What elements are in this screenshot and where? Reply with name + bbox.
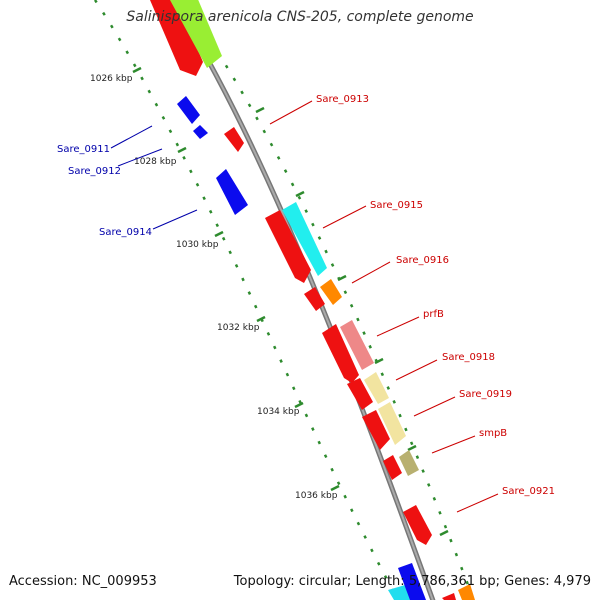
gene-bottom-blue[interactable] bbox=[398, 563, 426, 600]
gene-sare-0918[interactable] bbox=[364, 372, 389, 404]
gene-prfb[interactable] bbox=[340, 320, 374, 370]
inner-track-guide bbox=[93, 0, 400, 600]
label-sare-0914[interactable]: Sare_0914 bbox=[99, 227, 152, 238]
gene-bottom-orange[interactable] bbox=[458, 584, 475, 600]
genes-value: 4,979 bbox=[553, 574, 591, 589]
reverse-leaders bbox=[110, 125, 198, 230]
topology-value: circular bbox=[298, 574, 347, 589]
gene-top-red[interactable] bbox=[150, 0, 203, 76]
scale-label-1030: 1030 kbp bbox=[176, 240, 219, 250]
label-sare-0916[interactable]: Sare_0916 bbox=[396, 255, 449, 266]
scale-label-1036: 1036 kbp bbox=[295, 491, 338, 501]
label-sare-0915[interactable]: Sare_0915 bbox=[370, 200, 423, 211]
gene-smpb[interactable] bbox=[399, 450, 419, 476]
accession-label: Accession: bbox=[9, 574, 78, 589]
topology-label: Topology: bbox=[233, 574, 295, 589]
length-label: Length: bbox=[355, 574, 405, 589]
gene-sare-0913[interactable] bbox=[224, 127, 244, 152]
label-sare-0921[interactable]: Sare_0921 bbox=[502, 486, 555, 497]
label-prfb[interactable]: prfB bbox=[423, 309, 444, 320]
gene-sare-0911[interactable] bbox=[177, 96, 200, 124]
label-sare-0919[interactable]: Sare_0919 bbox=[459, 389, 512, 400]
label-smpb[interactable]: smpB bbox=[479, 428, 507, 439]
forward-leaders bbox=[269, 100, 499, 513]
accession-value: NC_009953 bbox=[81, 574, 157, 589]
gene-sare-0919-inner[interactable] bbox=[362, 410, 390, 450]
gene-sare-0918-inner[interactable] bbox=[347, 378, 373, 410]
gene-sare-0916-inner[interactable] bbox=[304, 287, 325, 311]
gene-bottom-red[interactable] bbox=[442, 593, 456, 600]
genome-backbone bbox=[169, 0, 436, 600]
gene-prfb-inner[interactable] bbox=[322, 324, 359, 383]
scale-label-1026: 1026 kbp bbox=[90, 74, 133, 84]
accession-info: Accession: NC_009953 bbox=[9, 574, 157, 589]
scale-label-1032: 1032 kbp bbox=[217, 323, 260, 333]
label-sare-0918[interactable]: Sare_0918 bbox=[442, 352, 495, 363]
gene-sare-0915-inner[interactable] bbox=[265, 210, 311, 283]
scale-labels: 1026 kbp 1028 kbp 1030 kbp 1032 kbp 1034… bbox=[90, 74, 338, 501]
gene-sare-0912[interactable] bbox=[193, 125, 208, 139]
scale-ticks bbox=[132, 66, 449, 537]
gene-top-green[interactable] bbox=[170, 0, 222, 68]
genome-stats: Topology: circular; Length: 5,786,361 bp… bbox=[233, 574, 591, 589]
gene-sare-0921[interactable] bbox=[403, 505, 432, 545]
gene-sare-0916[interactable] bbox=[320, 279, 342, 305]
label-sare-0912[interactable]: Sare_0912 bbox=[68, 166, 121, 177]
map-title: Salinispora arenicola CNS-205, complete … bbox=[126, 9, 474, 25]
gene-sare-0914[interactable] bbox=[216, 169, 248, 215]
length-value: 5,786,361 bp bbox=[408, 574, 496, 589]
scale-label-1034: 1034 kbp bbox=[257, 407, 300, 417]
label-sare-0913[interactable]: Sare_0913 bbox=[316, 94, 369, 105]
gene-sare-0919[interactable] bbox=[378, 402, 406, 445]
genes-label: Genes: bbox=[504, 574, 550, 589]
gene-smpb-inner[interactable] bbox=[383, 455, 402, 480]
gene-sare-0915[interactable] bbox=[282, 202, 327, 276]
scale-label-1028: 1028 kbp bbox=[134, 157, 177, 167]
label-sare-0911[interactable]: Sare_0911 bbox=[57, 144, 110, 155]
